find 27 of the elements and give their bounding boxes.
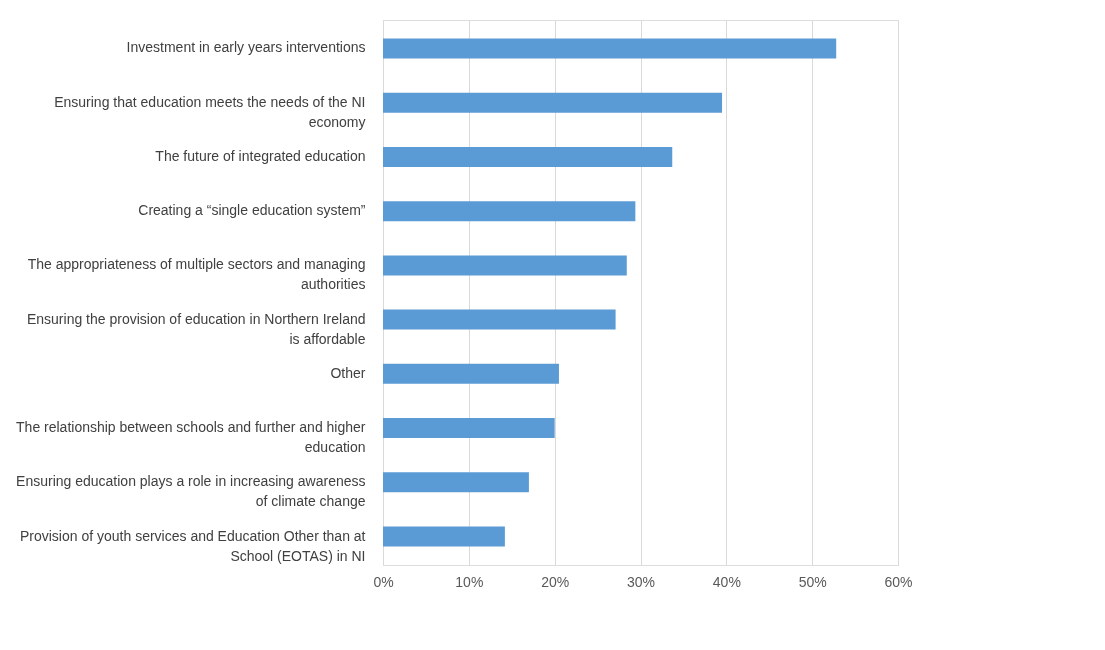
x-tick-label: 10% (455, 573, 484, 590)
y-tick-label: Creating a “single education system” (138, 202, 366, 219)
y-tick-label: The relationship between schools and further and higher education (16, 419, 366, 456)
bar (383, 363, 559, 384)
y-tick-label: Other (330, 364, 366, 381)
y-tick-label: Investment in early years interventions (126, 39, 366, 56)
x-tick-label: 40% (712, 573, 741, 590)
x-tick-label: 60% (884, 573, 913, 590)
y-tick-label: Ensuring education plays a role in increasing awareness of climate change (16, 473, 366, 510)
bar (383, 418, 555, 439)
x-tick-label: 20% (541, 573, 570, 590)
bar (383, 526, 505, 547)
y-tick-label: The future of integrated education (155, 147, 366, 164)
bar (383, 309, 616, 330)
bar (383, 146, 673, 167)
y-tick-label: Provision of youth services and Education Other than at School (EOTAS) in NI (19, 527, 366, 564)
bar (383, 201, 636, 222)
y-tick-label: Ensuring the provision of education in Northern Ireland is affordable (26, 310, 366, 347)
x-tick-label: 30% (626, 573, 656, 590)
x-tick-label: 0% (373, 573, 394, 590)
bar (383, 92, 723, 113)
bar (383, 38, 837, 59)
bar (383, 472, 529, 493)
x-tick-label: 50% (798, 573, 827, 590)
y-tick-label: The appropriateness of multiple sectors and managing authorities (27, 256, 366, 293)
y-tick-label: Ensuring that education meets the needs of the NI economy (54, 93, 366, 130)
bar (383, 255, 627, 276)
